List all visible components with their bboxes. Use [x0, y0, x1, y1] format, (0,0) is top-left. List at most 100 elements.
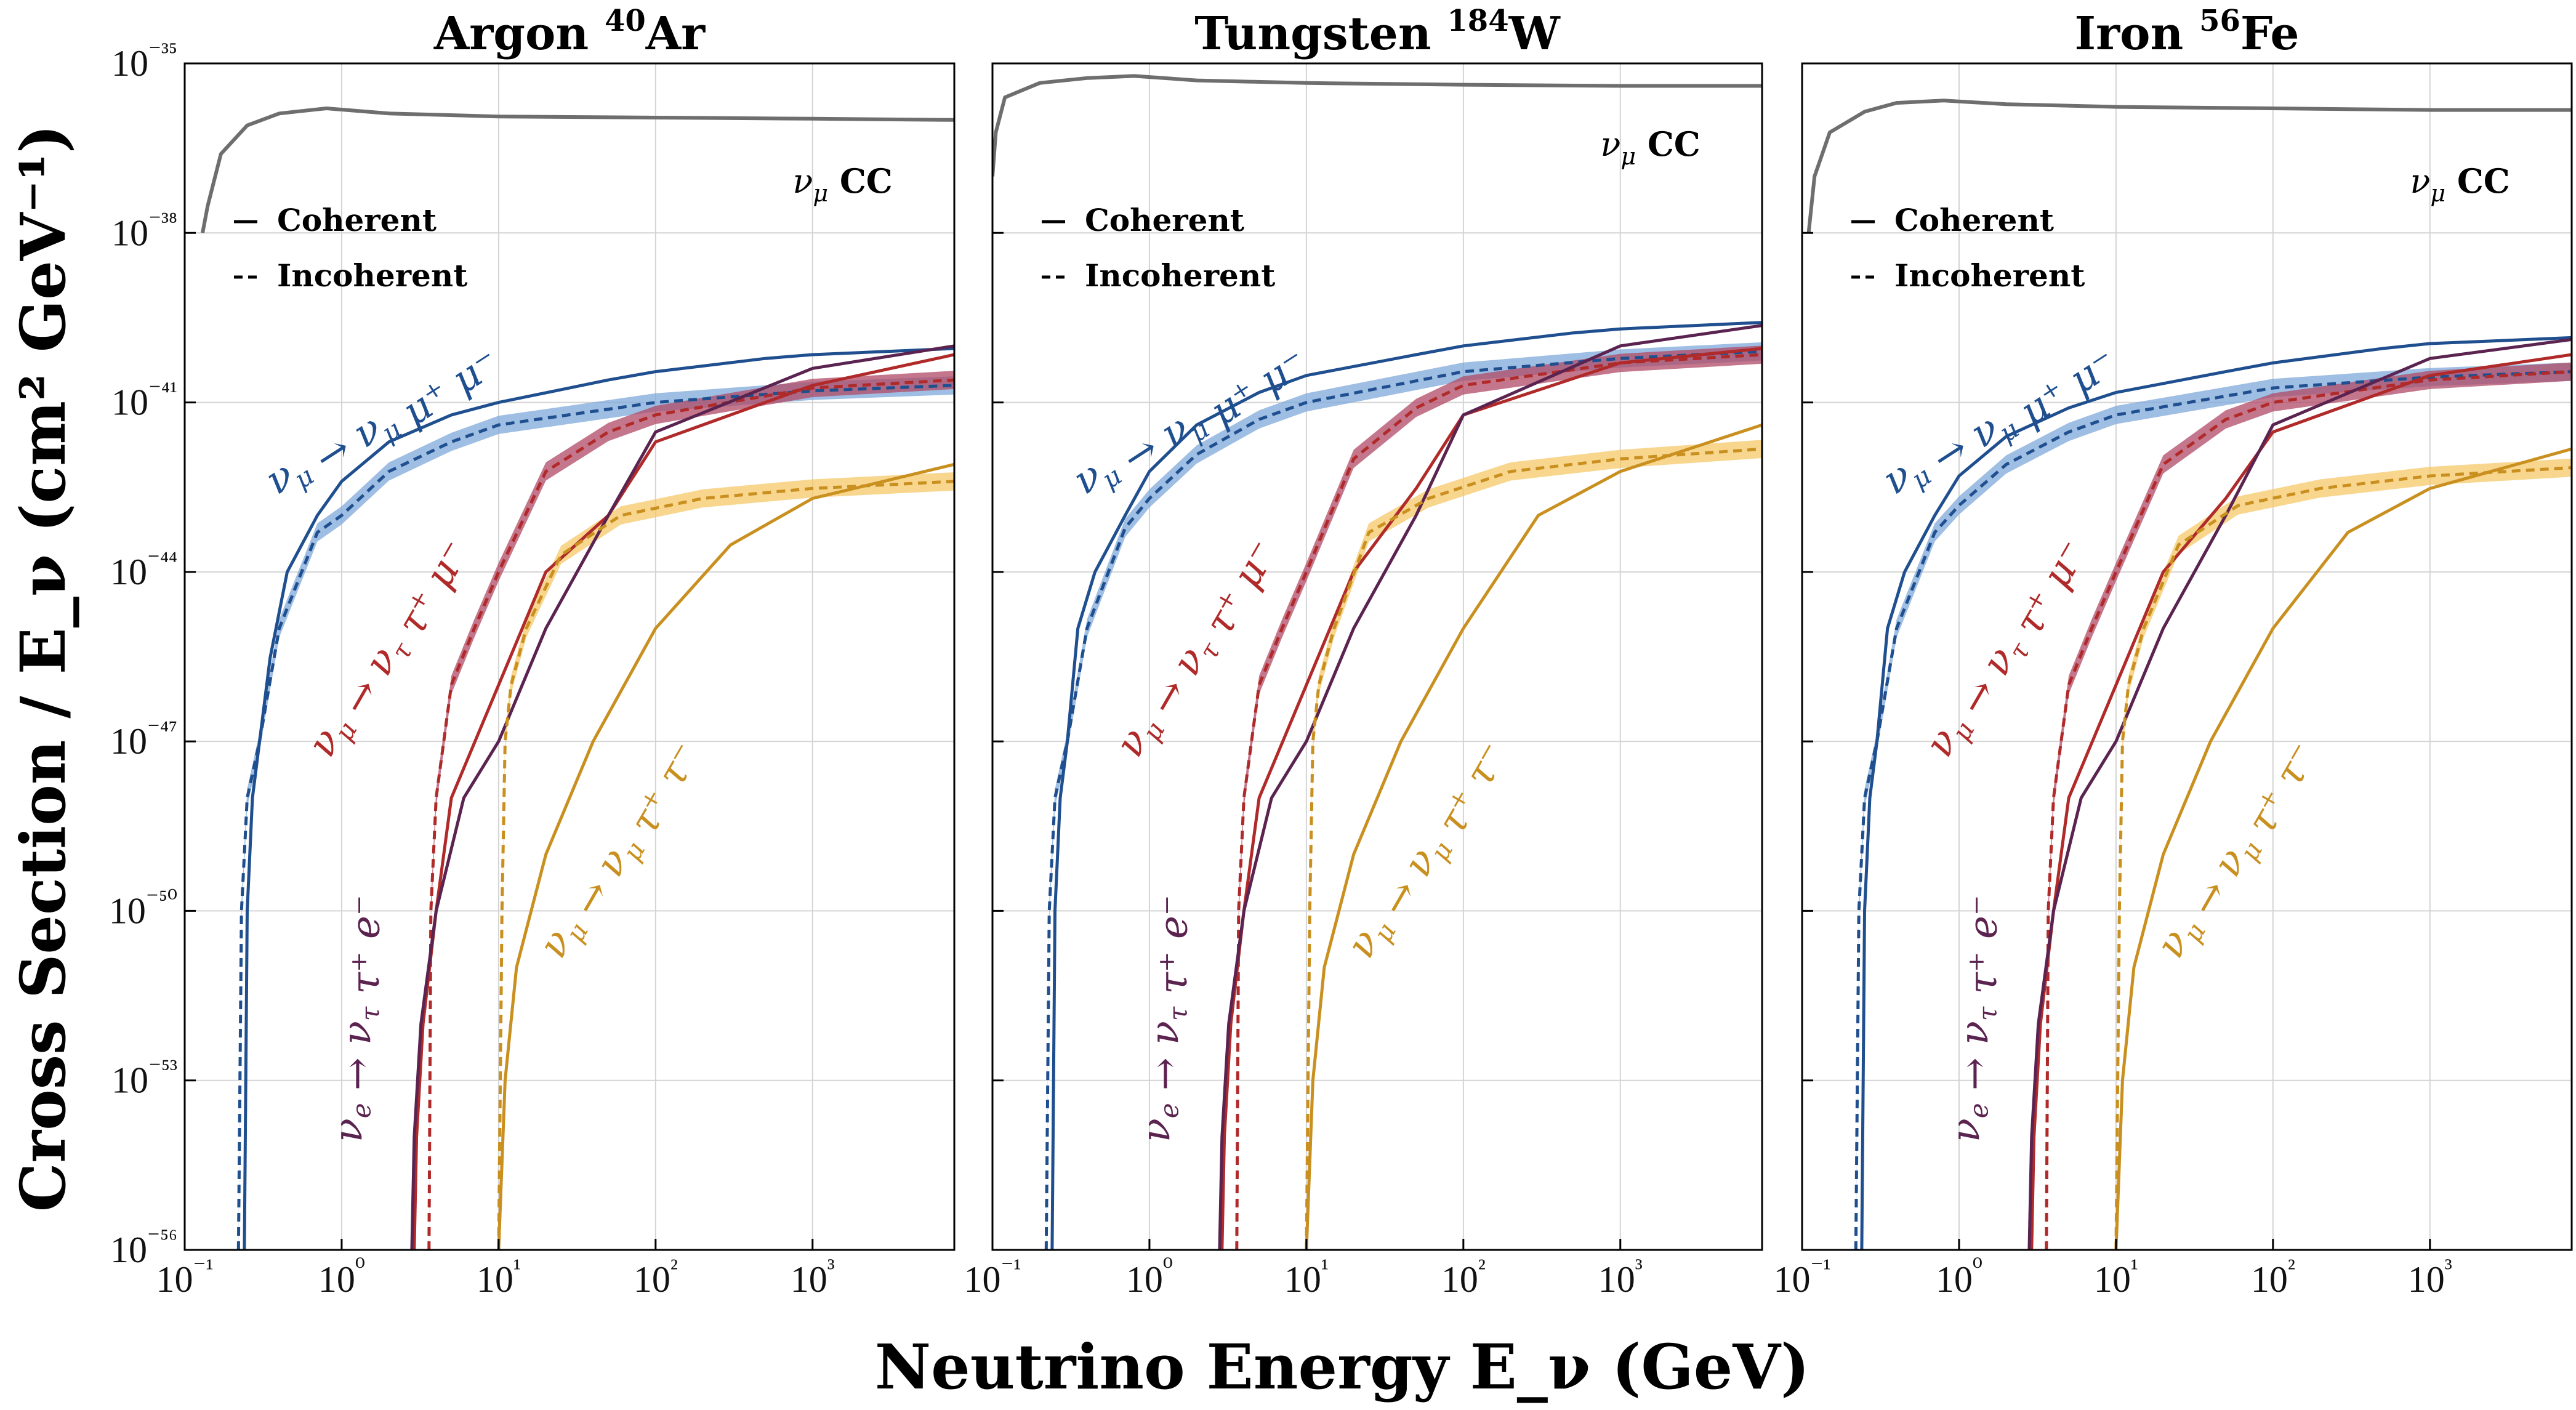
- process-label-part: τ⁺: [1961, 951, 2006, 1007]
- coherent-curve-red: [2030, 353, 2572, 1250]
- process-label-part: τ⁺: [1151, 951, 1197, 1007]
- y-tick-exp: ⁻⁴⁷: [147, 715, 177, 743]
- cc-label-nu: ν: [793, 162, 813, 201]
- x-tick-base: 10: [1441, 1259, 1478, 1300]
- y-tick-base: 10: [110, 1230, 147, 1270]
- x-tick-base: 10: [156, 1259, 193, 1300]
- x-tick-exp: ⁰: [355, 1254, 365, 1281]
- x-tick-base: 10: [1936, 1259, 1973, 1300]
- legend-incoherent-label: Incoherent: [1085, 257, 1275, 294]
- title-element: Argon: [433, 7, 605, 60]
- plot-frame: [991, 62, 1763, 1251]
- cc-label-sub: μ: [2430, 180, 2445, 207]
- process-label: νμ → νμ τ⁺ τ⁻: [530, 727, 709, 974]
- y-tick-exp: ⁻⁵⁰: [146, 885, 177, 912]
- process-label-part: ν: [1134, 1118, 1180, 1142]
- panel-title: Tungsten 184W: [1194, 4, 1560, 60]
- x-tick-label: 10³: [1598, 1254, 1643, 1300]
- band-gold: [1306, 440, 1762, 1250]
- y-tick-exp: ⁻⁴¹: [148, 377, 177, 405]
- x-tick-base: 10: [1284, 1259, 1321, 1300]
- title-mass-number: 184: [1447, 4, 1508, 38]
- process-label: νμ → ντ τ⁺ μ⁻: [1916, 524, 2096, 773]
- cc-label: νμ CC: [1601, 124, 1701, 170]
- y-tick-label: 10⁻⁵⁰: [109, 885, 177, 931]
- y-tick-exp: ⁻³⁸: [148, 207, 177, 235]
- cc-label-cc: CC: [828, 161, 893, 201]
- process-label: νe → ντ τ⁺ e⁻: [326, 895, 389, 1142]
- process-label: νμ → ντ τ⁺ μ⁻: [1106, 524, 1286, 773]
- x-tick-label: 10²: [1441, 1254, 1486, 1300]
- legend-incoherent-label: Incoherent: [1894, 257, 2085, 294]
- plot-frame: [183, 62, 956, 1251]
- y-tick-base: 10: [111, 1060, 148, 1101]
- y-tick-label: 10⁻³⁸: [111, 207, 177, 253]
- x-tick-base: 10: [634, 1259, 670, 1300]
- cc-label-sub: μ: [1620, 143, 1636, 170]
- x-tick-base: 10: [2408, 1259, 2445, 1300]
- legend-coherent-label: Coherent: [1894, 202, 2054, 238]
- x-tick-exp: ⁻¹: [1000, 1254, 1021, 1281]
- legend-incoherent-label: Incoherent: [277, 257, 467, 294]
- x-tick-label: 10⁻¹: [156, 1254, 213, 1300]
- x-tick-base: 10: [964, 1259, 1000, 1300]
- x-tick-exp: ⁻¹: [193, 1254, 213, 1281]
- process-label-part: →: [1143, 1057, 1188, 1103]
- process-label: νμ → νμ τ⁺ τ⁻: [2147, 727, 2327, 974]
- y-tick-base: 10: [111, 43, 148, 84]
- x-tick-exp: ⁻¹: [1810, 1254, 1830, 1281]
- process-label: νμ → νμ τ⁺ τ⁻: [1338, 727, 1517, 974]
- x-tick-base: 10: [318, 1259, 355, 1300]
- coherent-curve-blue: [1860, 336, 2572, 1250]
- cc-label-sub: μ: [813, 180, 828, 207]
- cc-label-cc: CC: [1636, 124, 1701, 164]
- cc-label: νμ CC: [793, 161, 893, 207]
- process-label: νμ → νμ μ⁺ μ⁻: [1875, 325, 2125, 518]
- coherent-curve-gold: [497, 462, 954, 1250]
- coherent-curve-cc: [1806, 99, 2572, 233]
- x-tick-label: 10⁻¹: [1773, 1254, 1830, 1300]
- legend: Coherent Incoherent: [1851, 202, 2085, 294]
- y-tick-label: 10⁻⁵⁶: [110, 1224, 177, 1270]
- process-label-part: →: [1952, 1057, 1998, 1103]
- title-element: Iron: [2075, 7, 2200, 60]
- process-label-sub: e: [347, 1103, 377, 1118]
- y-tick-label: 10⁻⁴⁴: [110, 546, 177, 592]
- panels: 10⁻¹ 10⁰ 10¹ 10² 10³10⁻³⁵10⁻³⁸10⁻⁴¹10⁻⁴⁴10⁻⁴…: [109, 4, 2573, 1300]
- x-tick-label: 10⁰: [1936, 1254, 1982, 1300]
- x-tick-label: 10⁰: [318, 1254, 365, 1300]
- band-gold: [2115, 458, 2572, 1250]
- incoherent-curve-blue: [1044, 350, 1762, 1250]
- legend: Coherent Incoherent: [234, 202, 467, 294]
- coherent-curve-blue: [1050, 321, 1762, 1250]
- title-symbol: Ar: [645, 7, 706, 60]
- x-tick-exp: ⁰: [1973, 1254, 1982, 1281]
- title-mass-number: 40: [605, 4, 646, 38]
- y-tick-label: 10⁻⁴¹: [111, 377, 177, 423]
- process-label: νμ → νμ μ⁺ μ⁻: [257, 325, 507, 518]
- cc-label-nu: ν: [1601, 125, 1621, 164]
- x-tick-exp: ²: [2288, 1254, 2295, 1281]
- process-label: νe → ντ τ⁺ e⁻: [1944, 895, 2006, 1142]
- y-axis-label: Cross Section / E_ν (cm² GeV⁻¹): [7, 124, 79, 1212]
- process-label-sub: τ: [355, 1006, 385, 1021]
- x-tick-label: 10²: [634, 1254, 678, 1300]
- process-label-part: τ⁺: [344, 951, 389, 1007]
- plot-area: [992, 74, 1762, 1250]
- process-label-part: ν: [326, 1118, 372, 1142]
- legend: Coherent Incoherent: [1042, 202, 1275, 294]
- process-label-sub: τ: [1973, 1006, 2003, 1021]
- process-label-part: ν: [1143, 1021, 1188, 1057]
- process-label: νμ → ντ τ⁺ μ⁻: [299, 524, 478, 773]
- coherent-curve-blue: [243, 347, 954, 1250]
- x-tick-label: 10¹: [1284, 1254, 1329, 1300]
- x-tick-exp: ¹: [1321, 1254, 1329, 1281]
- process-label-part: ν: [1944, 1118, 1989, 1142]
- x-tick-base: 10: [477, 1259, 513, 1300]
- y-tick-base: 10: [111, 212, 148, 253]
- x-tick-base: 10: [791, 1259, 827, 1300]
- grid: [184, 63, 954, 1251]
- incoherent-curve-red: [427, 378, 954, 1250]
- y-tick-base: 10: [110, 721, 147, 762]
